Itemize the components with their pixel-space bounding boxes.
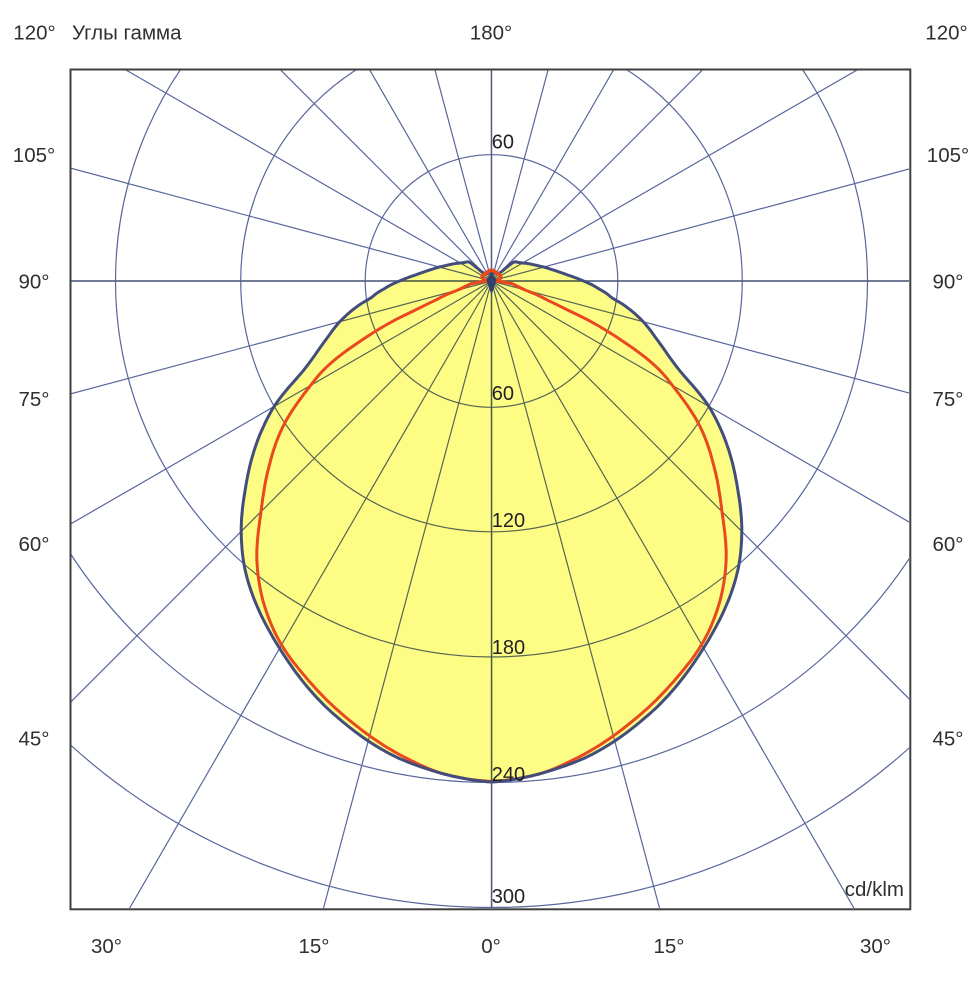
svg-text:45°: 45° <box>932 728 963 751</box>
svg-text:105°: 105° <box>927 144 969 167</box>
svg-text:180: 180 <box>492 637 525 659</box>
svg-text:120: 120 <box>492 510 525 532</box>
svg-text:45°: 45° <box>18 728 49 751</box>
svg-text:Углы гамма: Углы гамма <box>72 22 182 45</box>
svg-text:cd/klm: cd/klm <box>845 878 904 901</box>
svg-text:90°: 90° <box>932 271 963 294</box>
svg-text:120°: 120° <box>925 22 967 45</box>
svg-text:15°: 15° <box>298 935 329 958</box>
svg-text:60°: 60° <box>932 533 963 556</box>
svg-text:75°: 75° <box>18 388 49 411</box>
svg-text:15°: 15° <box>653 935 684 958</box>
svg-text:60°: 60° <box>18 533 49 556</box>
svg-text:75°: 75° <box>932 388 963 411</box>
svg-text:60: 60 <box>492 383 514 405</box>
svg-text:105°: 105° <box>13 144 55 167</box>
svg-text:0°: 0° <box>481 935 501 958</box>
svg-text:30°: 30° <box>91 935 122 958</box>
svg-text:240: 240 <box>492 764 525 786</box>
svg-text:300: 300 <box>492 886 525 908</box>
svg-text:90°: 90° <box>18 271 49 294</box>
svg-text:30°: 30° <box>860 935 891 958</box>
svg-text:60: 60 <box>492 132 514 154</box>
svg-text:120°: 120° <box>13 22 55 45</box>
svg-text:180°: 180° <box>470 22 512 45</box>
